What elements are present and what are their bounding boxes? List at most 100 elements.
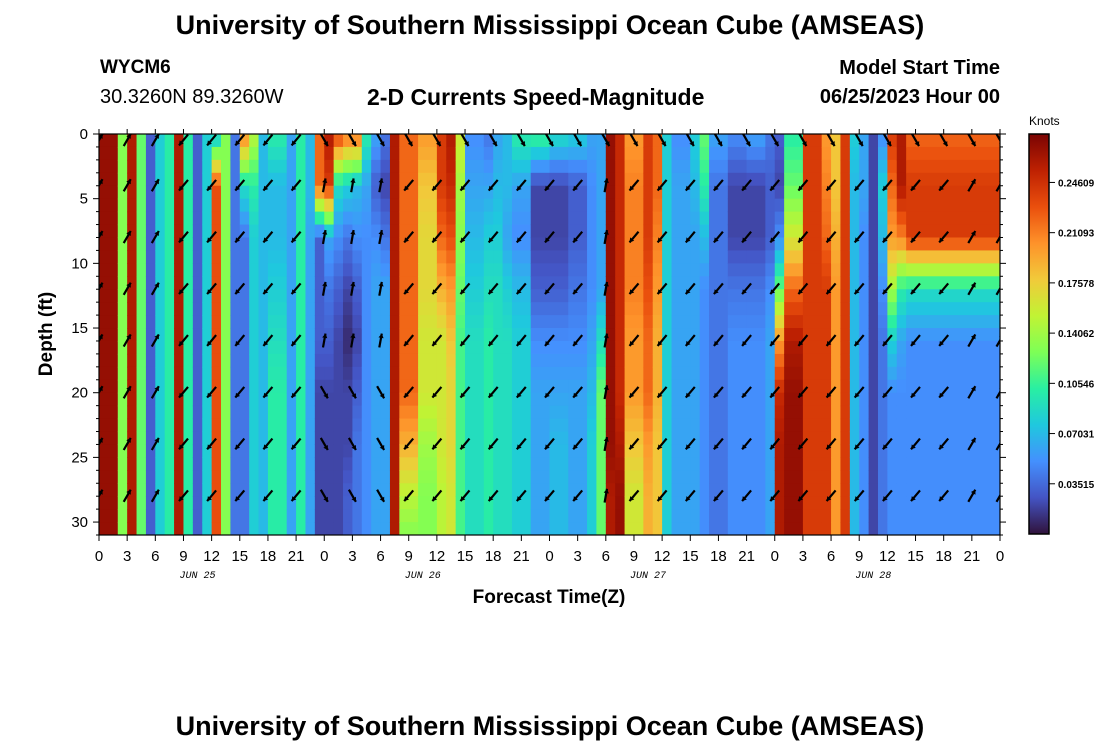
heat-cell (596, 276, 607, 290)
arrow-head (378, 333, 384, 339)
heat-cell (371, 211, 382, 226)
current-arrow (234, 437, 246, 451)
heat-cell (230, 444, 241, 458)
heat-cell (371, 392, 382, 407)
heat-cell (296, 276, 307, 290)
heat-cell (361, 340, 372, 355)
heat-cell (436, 134, 447, 148)
heat-cell (324, 224, 335, 239)
heat-cell (765, 263, 776, 277)
heat-cell (446, 315, 457, 329)
heat-cell (465, 457, 485, 471)
heat-cell (399, 418, 419, 433)
heat-cell (136, 172, 147, 187)
heat-cell (868, 185, 879, 200)
current-arrow (431, 437, 443, 451)
heat-cell (155, 405, 166, 420)
x-tick-label: 9 (179, 548, 187, 565)
current-arrow (797, 386, 809, 399)
heat-cell (436, 340, 447, 355)
arrow-head (404, 237, 409, 243)
heat-cell (221, 353, 231, 368)
heat-cell (155, 289, 166, 303)
heat-cell (399, 457, 419, 471)
heat-cell (483, 276, 494, 290)
arrow-head (882, 392, 888, 398)
heat-cell (615, 146, 626, 161)
arrow-head (488, 392, 494, 398)
heat-cell (887, 522, 898, 535)
heat-cell (643, 289, 654, 303)
heat-cell (155, 250, 166, 264)
current-arrow (656, 489, 668, 502)
heat-cell (549, 328, 569, 342)
heat-cell (352, 134, 363, 148)
heat-cell (868, 405, 879, 420)
heat-cell (192, 250, 203, 264)
heat-cell (587, 444, 598, 458)
heat-cell (699, 444, 710, 458)
heat-cell (145, 340, 156, 355)
heat-cell (399, 289, 419, 303)
heat-cell (296, 172, 307, 187)
heat-cell (840, 224, 851, 239)
arrow-head (657, 444, 663, 450)
heat-cell (249, 509, 260, 523)
current-arrow (742, 134, 752, 147)
heat-cell (596, 457, 607, 471)
current-arrow (741, 230, 752, 244)
arrow-head (604, 141, 610, 147)
arrow-head (573, 340, 578, 346)
heat-cell (202, 289, 213, 303)
heat-cell (859, 172, 870, 187)
heat-cell (596, 522, 607, 535)
heat-cell (389, 405, 400, 420)
heat-cell (887, 289, 898, 303)
heat-cell (183, 198, 194, 213)
heat-cell (615, 289, 626, 303)
heat-cell (164, 302, 175, 316)
heat-cell (145, 198, 156, 213)
heat-cell (202, 522, 213, 535)
heat-cell (249, 405, 260, 420)
heat-cell (324, 185, 335, 200)
heat-cell (493, 172, 504, 187)
heat-cell (211, 134, 222, 148)
heat-cell (765, 431, 776, 446)
heat-cell (258, 211, 269, 226)
heat-cell (174, 392, 185, 407)
heat-cell (746, 392, 766, 407)
arrow-head (207, 340, 212, 346)
heat-cell (896, 185, 907, 200)
heat-cell (436, 302, 447, 316)
heat-cell (352, 509, 363, 523)
heat-cell (896, 405, 907, 420)
heat-cell (784, 211, 804, 226)
heat-cell (896, 198, 907, 213)
heat-cell (877, 418, 888, 433)
heat-cell (877, 457, 888, 471)
heat-cell (230, 353, 241, 368)
heat-cell (267, 263, 288, 277)
heat-cell (380, 418, 391, 433)
footer-title: University of Southern Mississippi Ocean… (175, 711, 925, 741)
heat-cell (371, 366, 382, 381)
heat-cell (709, 457, 729, 471)
heat-cell (174, 250, 185, 264)
heat-cell (568, 470, 588, 484)
heat-cell (145, 470, 156, 484)
heat-cell (145, 263, 156, 277)
heat-cell (136, 211, 147, 226)
heat-cell (831, 185, 842, 200)
heat-cell (727, 457, 748, 471)
current-arrow (713, 230, 724, 244)
heat-cell (145, 134, 156, 148)
heat-cell (455, 483, 466, 497)
heat-cell (784, 263, 804, 277)
heat-cell (343, 237, 354, 252)
heat-cell (502, 250, 513, 264)
heat-cell (418, 172, 438, 187)
heat-cell (587, 353, 598, 368)
heat-cell (155, 470, 166, 484)
current-arrow (431, 230, 443, 244)
